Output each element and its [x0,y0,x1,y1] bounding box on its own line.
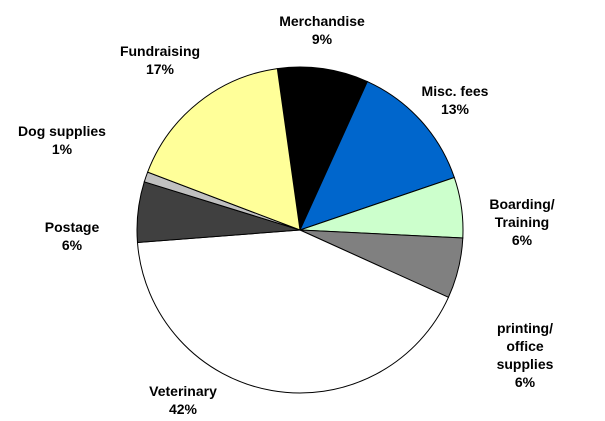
category-label: Dog supplies [18,123,106,139]
category-label: Misc. fees [421,83,489,99]
category-label: Merchandise [279,13,365,29]
category-label: Boarding/ Training [489,196,555,230]
value-label: 42% [168,401,198,417]
value-label: 17% [145,61,175,77]
value-label: 13% [440,101,470,117]
slice-label: Postage 6% [45,218,99,254]
value-label: 6% [511,232,533,248]
slice-label: printing/ office supplies 6% [485,319,565,391]
value-label: 6% [61,237,83,253]
pie-slice [276,66,368,232]
category-label: printing/ office supplies [496,320,554,372]
slice-label: Merchandise 9% [279,12,365,48]
value-label: 1% [51,141,73,157]
slice-label: Misc. fees 13% [422,82,489,118]
slice-label: Fundraising 17% [120,42,200,78]
slice-label: Boarding/ Training 6% [489,195,554,249]
slice-label: Dog supplies 1% [18,122,106,158]
slice-label: Veterinary 42% [149,382,217,418]
pie-slice [136,229,450,394]
pie-slice [299,80,455,231]
value-label: 9% [311,31,333,47]
value-label: 6% [514,374,536,390]
category-label: Fundraising [119,43,201,59]
category-label: Veterinary [149,383,217,399]
pie-slice [146,68,301,231]
category-label: Postage [44,219,100,235]
